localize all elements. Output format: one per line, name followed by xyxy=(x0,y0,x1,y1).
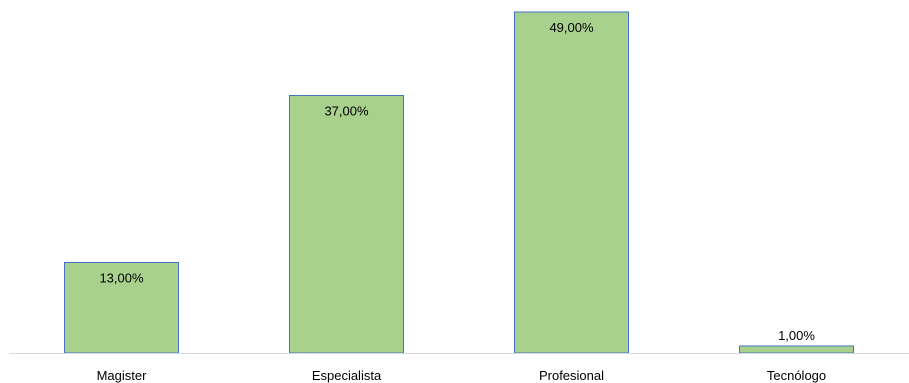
bar-profesional xyxy=(514,11,629,354)
category-label: Profesional xyxy=(539,368,604,383)
data-labels-group: 13,00% 37,00% 49,00% 1,00% xyxy=(99,20,815,343)
bar-tecnólogo xyxy=(739,345,854,354)
category-labels-group: Magister Especialista Profesional Tecnólogo xyxy=(97,368,827,383)
data-label: 37,00% xyxy=(324,104,369,119)
category-label: Magister xyxy=(97,368,148,383)
category-label: Especialista xyxy=(312,368,382,383)
data-label: 13,00% xyxy=(99,271,144,286)
bar-magister xyxy=(64,262,179,354)
category-label: Tecnólogo xyxy=(767,368,826,383)
data-label: 1,00% xyxy=(778,328,815,343)
bars-group xyxy=(64,11,854,354)
data-label: 49,00% xyxy=(549,20,594,35)
bar-especialista xyxy=(289,95,404,354)
